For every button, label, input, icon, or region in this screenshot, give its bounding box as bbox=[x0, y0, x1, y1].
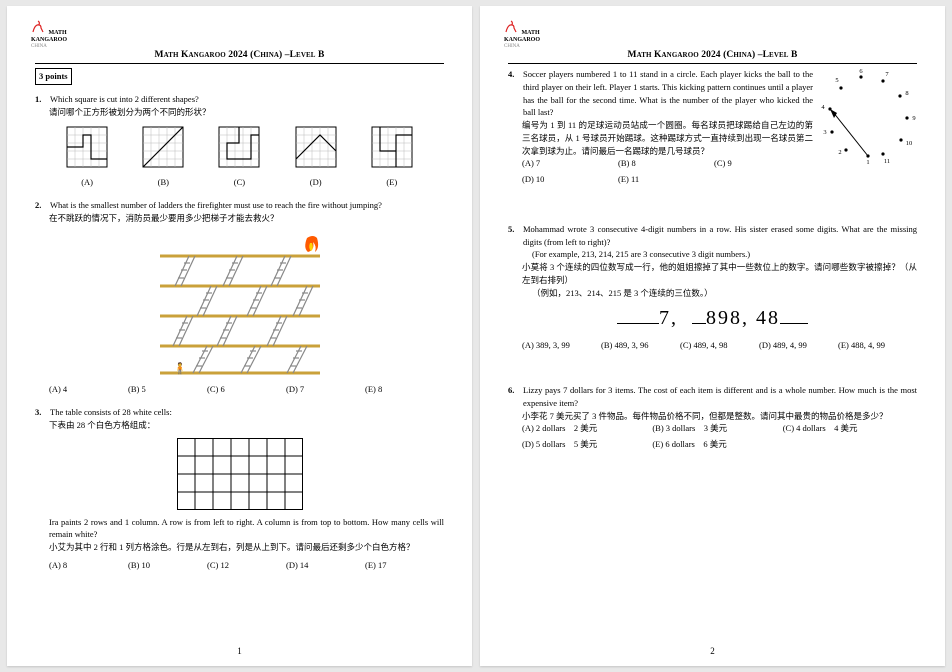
q5-example-en: (For example, 213, 214, 215 are 3 consec… bbox=[532, 248, 917, 261]
q4-text-en: Soccer players numbered 1 to 11 stand in… bbox=[523, 68, 813, 119]
q1-label-e: (E) bbox=[369, 176, 415, 189]
svg-text:3: 3 bbox=[823, 129, 826, 136]
q2-text-cn: 在不跳跃的情况下，消防员最少要用多少把梯子才能去救火？ bbox=[49, 212, 444, 225]
svg-text:8: 8 bbox=[905, 90, 908, 97]
question-2: 2. What is the smallest number of ladder… bbox=[35, 199, 444, 396]
q3-text-en-b: Ira paints 2 rows and 1 column. A row is… bbox=[49, 516, 444, 542]
logo: MATHKANGAROO CHINA bbox=[31, 20, 67, 49]
kangaroo-icon bbox=[31, 20, 47, 37]
brand-sub: KANGAROO bbox=[31, 37, 67, 43]
question-6: 6. Lizzy pays 7 dollars for 3 items. The… bbox=[508, 384, 917, 454]
q2-text-en: What is the smallest number of ladders t… bbox=[50, 199, 444, 212]
page-2: MATHKANGAROO CHINA Math Kangaroo 2024 (C… bbox=[480, 6, 945, 666]
q3-choice-c: (C) 12 bbox=[207, 559, 286, 572]
q1-fig-c bbox=[216, 124, 262, 170]
q3-choice-d: (D) 14 bbox=[286, 559, 365, 572]
q3-table-figure bbox=[177, 438, 303, 510]
question-4: 1 2 3 4 5 6 7 8 9 10 11 4. S bbox=[508, 68, 917, 189]
question-1: 1. Which square is cut into 2 different … bbox=[35, 93, 444, 189]
q5-text-cn: 小莫将 3 个连续的四位数写成一行，他的姐姐擦掉了其中一些数位上的数字。请问哪些… bbox=[522, 261, 917, 287]
svg-text:2: 2 bbox=[838, 149, 841, 156]
q4-choice-d: (D) 10 bbox=[522, 173, 618, 186]
page-number-1: 1 bbox=[7, 645, 472, 659]
q6-text-cn: 小李花 7 美元买了 3 件物品。每件物品价格不同，但都是整数。请问其中最贵的物… bbox=[522, 410, 917, 423]
q5-choices: (A) 389, 3, 99 (B) 489, 3, 96 (C) 489, 4… bbox=[522, 339, 917, 352]
q6-choice-d: (D) 5 dollars 5 美元 bbox=[522, 438, 652, 451]
q5-choice-b: (B) 489, 3, 96 bbox=[601, 339, 680, 352]
q5-choice-d: (D) 489, 4, 99 bbox=[759, 339, 838, 352]
q5-text-en: Mohammad wrote 3 consecutive 4-digit num… bbox=[523, 223, 917, 249]
q1-label-d: (D) bbox=[293, 176, 339, 189]
q1-fig-a bbox=[64, 124, 110, 170]
q3-choices: (A) 8 (B) 10 (C) 12 (D) 14 (E) 17 bbox=[49, 559, 444, 572]
q2-ladder-figure: 🧍 bbox=[145, 228, 335, 378]
page-header: Math Kangaroo 2024 (China) –Level B bbox=[35, 48, 444, 64]
q1-figures: (A) (B) bbox=[49, 124, 430, 189]
q3-text-cn-b: 小艾为其中 2 行和 1 列方格涂色。行是从左到右，列是从上到下。请问最后还剩多… bbox=[49, 541, 444, 554]
svg-text:4: 4 bbox=[821, 104, 825, 111]
q1-label-b: (B) bbox=[140, 176, 186, 189]
q2-choice-e: (E) 8 bbox=[365, 383, 444, 396]
q3-choice-b: (B) 10 bbox=[128, 559, 207, 572]
q2-number: 2. bbox=[35, 199, 45, 212]
page-1: MATHKANGAROO CHINA Math Kangaroo 2024 (C… bbox=[7, 6, 472, 666]
q2-choice-a: (A) 4 bbox=[49, 383, 128, 396]
q5-choice-e: (E) 488, 4, 99 bbox=[838, 339, 917, 352]
q1-fig-e bbox=[369, 124, 415, 170]
q3-number: 3. bbox=[35, 406, 45, 419]
q6-choice-a: (A) 2 dollars 2 美元 bbox=[522, 422, 652, 435]
svg-text:5: 5 bbox=[835, 77, 838, 84]
q5-number: 5. bbox=[508, 223, 518, 249]
question-5: 5. Mohammad wrote 3 consecutive 4-digit … bbox=[508, 223, 917, 352]
svg-text:10: 10 bbox=[906, 140, 913, 147]
q2-choice-d: (D) 7 bbox=[286, 383, 365, 396]
question-3: 3. The table consists of 28 white cells:… bbox=[35, 406, 444, 572]
q4-choice-b: (B) 8 bbox=[618, 157, 714, 170]
q1-text-en: Which square is cut into 2 different sha… bbox=[50, 93, 444, 106]
q5-example-cn: （例如，213、214、215 是 3 个连续的三位数。） bbox=[532, 287, 917, 300]
q6-choice-b: (B) 3 dollars 3 美元 bbox=[652, 422, 782, 435]
q1-text-cn: 请问哪个正方形被划分为两个不同的形状？ bbox=[49, 106, 444, 119]
q6-number: 6. bbox=[508, 384, 518, 410]
q3-choice-e: (E) 17 bbox=[365, 559, 444, 572]
q4-circle-figure: 1 2 3 4 5 6 7 8 9 10 11 bbox=[819, 68, 917, 166]
svg-text:7: 7 bbox=[885, 71, 889, 78]
q4-choice-e: (E) 11 bbox=[618, 173, 714, 186]
kangaroo-icon-2 bbox=[504, 20, 520, 37]
q4-choice-a: (A) 7 bbox=[522, 157, 618, 170]
svg-text:11: 11 bbox=[884, 158, 890, 165]
q6-choice-e: (E) 6 dollars 6 美元 bbox=[652, 438, 782, 451]
points-badge: 3 points bbox=[35, 68, 72, 85]
q4-number: 4. bbox=[508, 68, 518, 119]
brand-sub-2: KANGAROO bbox=[504, 37, 540, 43]
q2-choices: (A) 4 (B) 5 (C) 6 (D) 7 (E) 8 bbox=[49, 383, 444, 396]
svg-text:6: 6 bbox=[859, 68, 863, 75]
q6-choice-c: (C) 4 dollars 4 美元 bbox=[783, 422, 913, 435]
brand-name: MATH bbox=[49, 30, 67, 36]
q4-choice-c: (C) 9 bbox=[714, 157, 810, 170]
q6-text-en: Lizzy pays 7 dollars for 3 items. The co… bbox=[523, 384, 917, 410]
brand-name-2: MATH bbox=[522, 30, 540, 36]
q3-choice-a: (A) 8 bbox=[49, 559, 128, 572]
q2-choice-c: (C) 6 bbox=[207, 383, 286, 396]
q4-choices: (A) 7 (B) 8 (C) 9 (D) 10 (E) 11 bbox=[522, 157, 813, 189]
q1-label-c: (C) bbox=[216, 176, 262, 189]
page-number-2: 2 bbox=[480, 645, 945, 659]
q2-choice-b: (B) 5 bbox=[128, 383, 207, 396]
q1-fig-d bbox=[293, 124, 339, 170]
logo-2: MATHKANGAROO CHINA bbox=[504, 20, 540, 49]
page-header-2: Math Kangaroo 2024 (China) –Level B bbox=[508, 48, 917, 64]
q1-fig-b bbox=[140, 124, 186, 170]
q3-text-en-a: The table consists of 28 white cells: bbox=[50, 406, 444, 419]
q5-digits-line: 7, 898, 48 bbox=[508, 303, 917, 333]
q1-label-a: (A) bbox=[64, 176, 110, 189]
q5-choice-a: (A) 389, 3, 99 bbox=[522, 339, 601, 352]
q5-choice-c: (C) 489, 4, 98 bbox=[680, 339, 759, 352]
q3-text-cn-a: 下表由 28 个白色方格组成： bbox=[49, 419, 444, 432]
q1-number: 1. bbox=[35, 93, 45, 106]
svg-text:9: 9 bbox=[912, 115, 915, 122]
svg-text:1: 1 bbox=[866, 159, 869, 166]
q6-choices: (A) 2 dollars 2 美元 (B) 3 dollars 3 美元 (C… bbox=[522, 422, 917, 454]
firefighter-icon: 🧍 bbox=[173, 362, 187, 375]
